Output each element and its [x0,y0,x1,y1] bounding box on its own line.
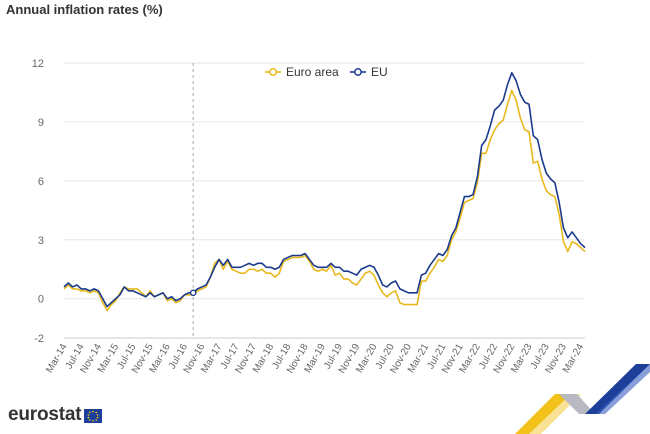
euro-area-line [63,89,586,312]
y-tick-label: 9 [38,117,44,129]
eu-flag-icon [84,409,102,423]
y-tick-label: 12 [32,58,44,70]
y-tick-label: 6 [38,176,44,188]
legend-eu-marker-symbol [354,68,362,76]
legend-euro-area-label: Euro area [286,65,339,79]
eu-line [63,72,586,308]
decorative-corner-graphic [515,364,650,434]
x-tick-label: Mar-14 [44,342,70,375]
legend-eu-label: EU [371,65,388,79]
y-tick-label: 0 [38,294,44,306]
y-tick-label: -2 [34,333,44,345]
y-tick-label: 3 [38,235,44,247]
chart-title: Annual inflation rates (%) [6,2,163,17]
legend-euro-area-marker-symbol [269,68,277,76]
eurostat-logo-text: eurostat [8,404,82,425]
eu-point-marker [189,289,197,297]
